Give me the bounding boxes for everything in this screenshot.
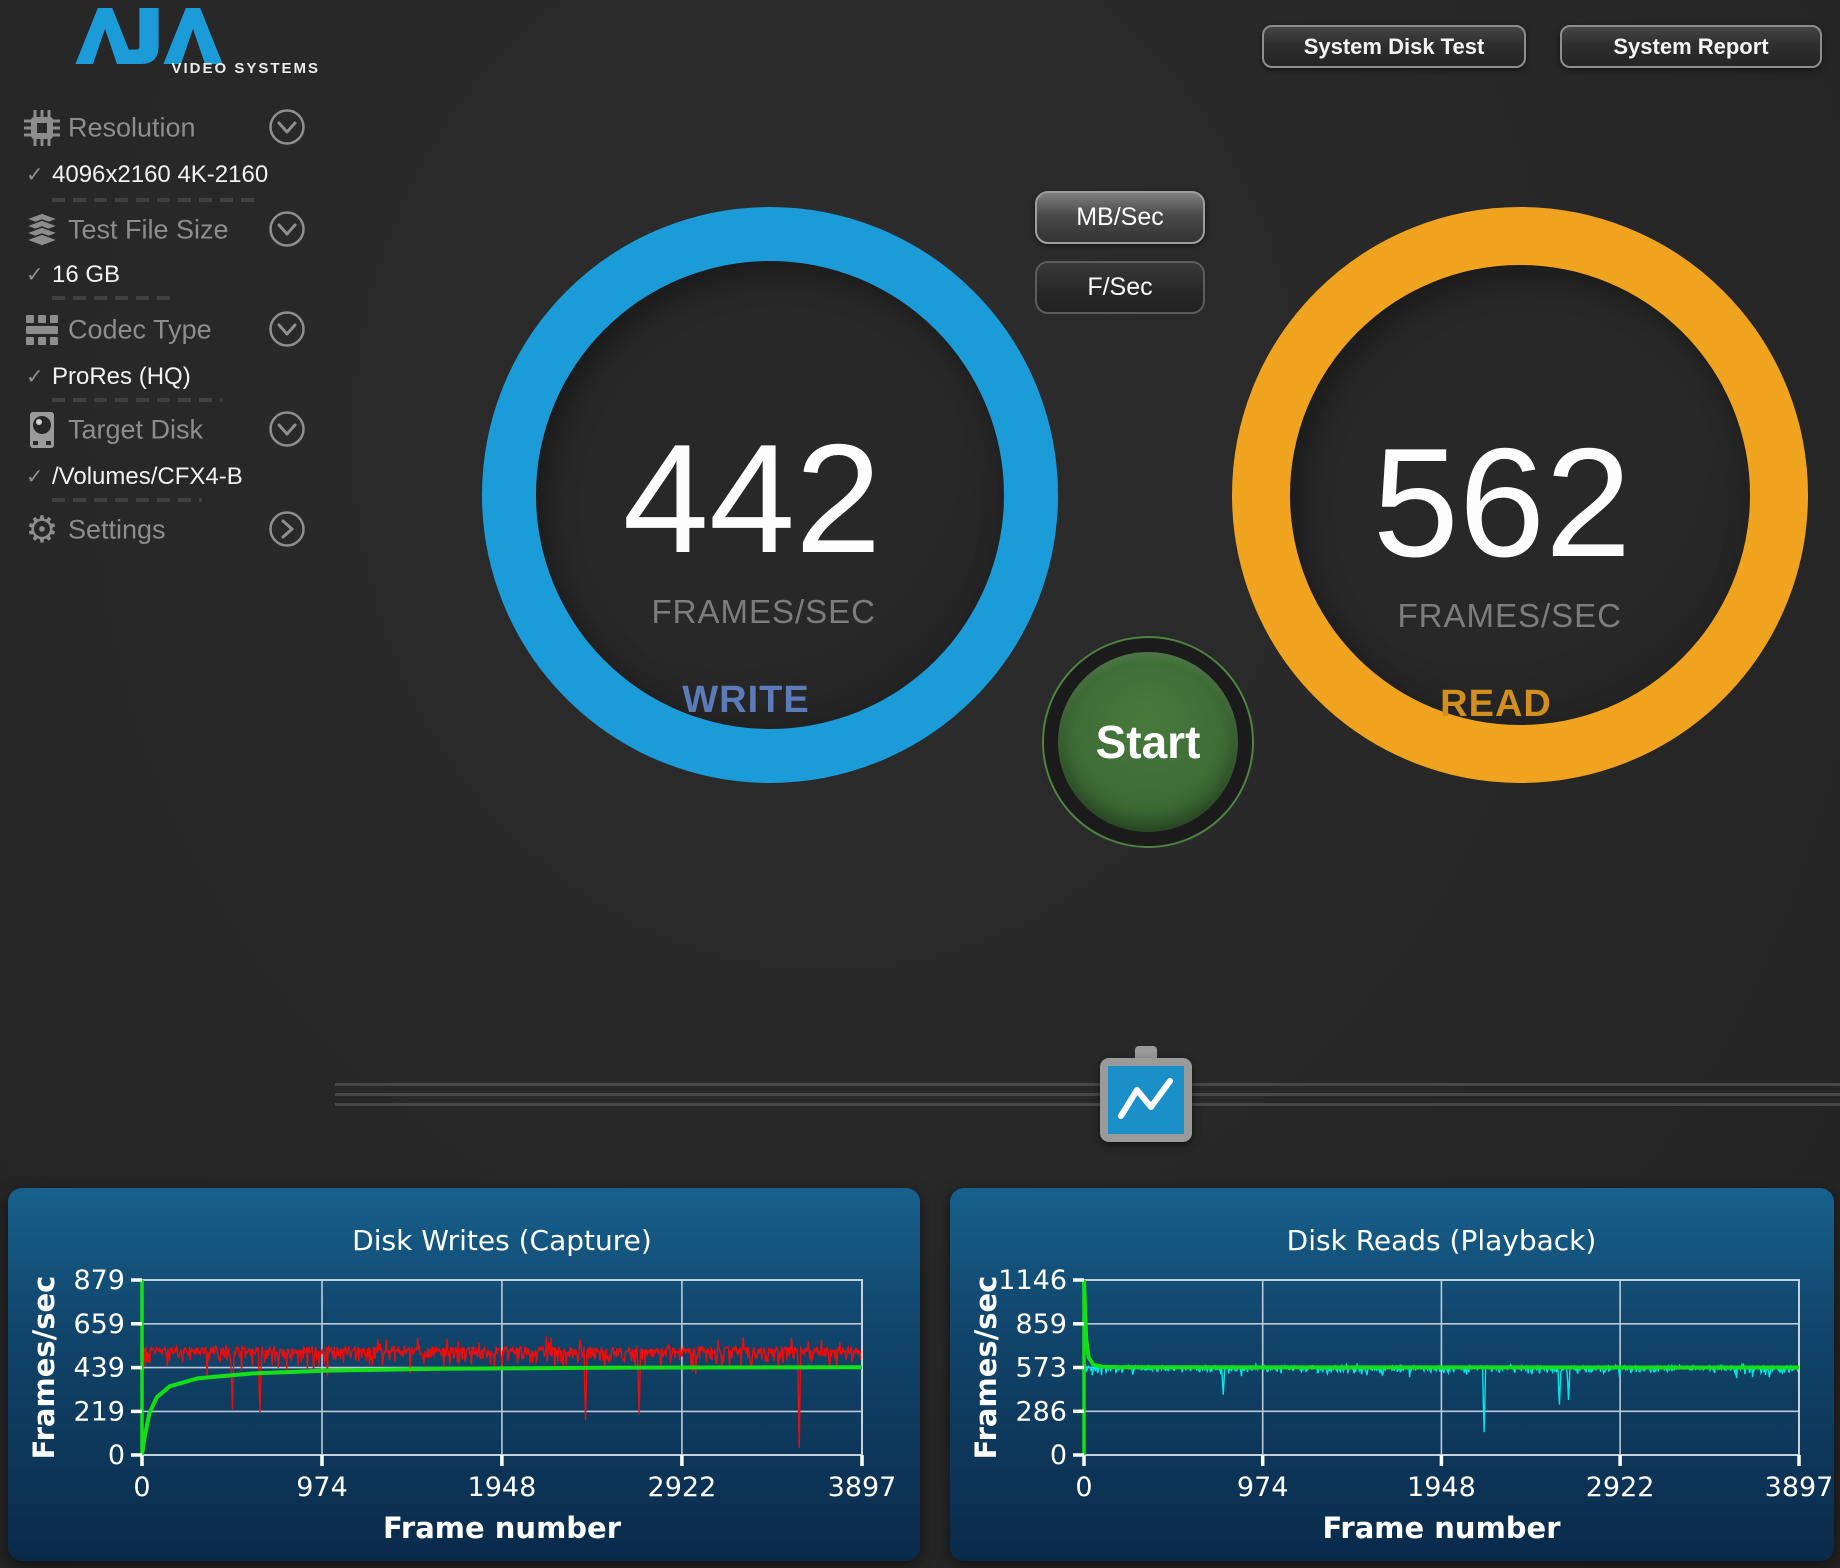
divider-line	[335, 1103, 1840, 1106]
codec-type-selected-value[interactable]: ✓ ProRes (HQ)	[0, 362, 330, 392]
sidebar-item-label: Target Disk	[68, 414, 204, 445]
write-speed-gauge: 442 FRAMES/SEC WRITE	[482, 207, 1058, 783]
disk-writes-chart: 0 219 439 659 879 0 974 1948 2922 3897 Disk Writes…	[27, 1224, 897, 1545]
logo-tagline: VIDEO SYSTEMS	[171, 60, 320, 77]
sidebar-item-label: Codec Type	[68, 314, 212, 345]
system-report-button[interactable]: System Report	[1560, 25, 1822, 68]
sidebar-item-label: Test File Size	[68, 214, 229, 245]
x-tick-label: 1948	[468, 1472, 537, 1503]
check-icon: ✓	[26, 163, 44, 187]
check-icon: ✓	[26, 465, 44, 489]
divider-line	[335, 1083, 1840, 1086]
x-tick-label: 1948	[1407, 1472, 1476, 1503]
aja-logo	[75, 8, 223, 64]
gear-icon: ⚙	[25, 509, 59, 550]
target-disk-value-text: /Volumes/CFX4-B	[52, 463, 243, 490]
read-speed-gauge: 562 FRAMES/SEC READ	[1232, 207, 1808, 783]
chevron-down-icon[interactable]	[268, 108, 306, 146]
y-axis-label: Frames/sec	[27, 1276, 61, 1460]
disk-reads-chart: 0 286 573 859 1146 0 974 1948 2922 3897 Disk Reads…	[969, 1224, 1834, 1545]
ghost-option-row	[52, 296, 172, 300]
start-button[interactable]: Start	[1042, 636, 1254, 848]
resolution-selected-value[interactable]: ✓ 4096x2160 4K-2160	[0, 160, 330, 190]
chart-panel-toggle-button[interactable]	[1100, 1058, 1192, 1142]
check-icon: ✓	[26, 365, 44, 389]
x-tick-label: 0	[1075, 1472, 1092, 1503]
x-tick-label: 0	[133, 1472, 150, 1503]
check-icon: ✓	[26, 263, 44, 287]
sidebar-item-label: Settings	[68, 514, 166, 545]
x-tick-label: 974	[1237, 1472, 1289, 1503]
resolution-value-text: 4096x2160 4K-2160	[52, 161, 269, 188]
chip-icon	[24, 110, 60, 146]
y-tick-label: 859	[1015, 1309, 1067, 1340]
y-tick-label: 0	[108, 1440, 125, 1471]
y-tick-label: 659	[73, 1309, 125, 1340]
write-speed-value: 442	[622, 412, 882, 585]
codec-type-value-text: ProRes (HQ)	[52, 363, 191, 390]
chevron-down-icon[interactable]	[268, 410, 306, 448]
y-tick-label: 219	[73, 1396, 125, 1427]
trend-chart-icon	[1108, 1066, 1184, 1134]
chevron-down-icon[interactable]	[268, 210, 306, 248]
instantaneous-write-rate	[141, 1336, 863, 1449]
write-gauge-face: 442 FRAMES/SEC WRITE	[536, 261, 1004, 729]
test-file-size-value-text: 16 GB	[52, 261, 121, 288]
y-tick-label: 1146	[998, 1265, 1067, 1296]
x-tick-label: 2922	[1586, 1472, 1655, 1503]
y-tick-label: 439	[73, 1353, 125, 1384]
ghost-option-row	[52, 498, 202, 502]
sidebar-item-target-disk[interactable]: Target Disk	[0, 408, 330, 452]
sidebar-item-resolution[interactable]: Resolution	[0, 106, 330, 150]
running-average-write	[140, 1365, 863, 1455]
running-average-read	[1082, 1279, 1800, 1370]
y-tick-label: 879	[73, 1265, 125, 1296]
f-sec-button[interactable]: F/Sec	[1035, 261, 1205, 314]
read-speed-unit: FRAMES/SEC	[1397, 597, 1622, 634]
chart-title: Disk Writes (Capture)	[352, 1224, 652, 1257]
layers-icon	[23, 212, 61, 247]
disk-icon	[30, 412, 54, 448]
y-tick-label: 573	[1015, 1353, 1067, 1384]
chevron-right-icon[interactable]	[268, 510, 306, 548]
ghost-option-row	[52, 198, 257, 202]
ghost-option-row	[52, 398, 222, 402]
system-disk-test-button[interactable]: System Disk Test	[1262, 25, 1526, 68]
write-speed-unit: FRAMES/SEC	[651, 593, 876, 630]
x-tick-label: 3897	[1765, 1472, 1834, 1503]
sidebar-item-label: Resolution	[68, 112, 196, 143]
x-tick-label: 3897	[828, 1472, 897, 1503]
disk-reads-panel: 0 286 573 859 1146 0 974 1948 2922 3897 Disk Reads…	[950, 1188, 1834, 1561]
write-gauge-label: WRITE	[682, 679, 810, 721]
mb-sec-button[interactable]: MB/Sec	[1035, 191, 1205, 244]
x-axis-label: Frame number	[383, 1511, 622, 1545]
chart-title: Disk Reads (Playback)	[1287, 1224, 1597, 1257]
x-axis-label: Frame number	[1322, 1511, 1561, 1545]
sidebar-item-codec-type[interactable]: Codec Type	[0, 308, 330, 352]
sidebar-item-test-file-size[interactable]: Test File Size	[0, 208, 330, 252]
test-file-size-selected-value[interactable]: ✓ 16 GB	[0, 260, 330, 290]
y-tick-label: 0	[1050, 1440, 1067, 1471]
codec-grid-icon	[26, 315, 58, 345]
x-tick-label: 2922	[648, 1472, 717, 1503]
disk-writes-panel: 0 219 439 659 879 0 974 1948 2922 3897 Disk Writes…	[8, 1188, 920, 1561]
read-gauge-label: READ	[1440, 683, 1552, 725]
sidebar-item-settings[interactable]: ⚙ Settings	[0, 508, 330, 552]
x-tick-label: 974	[296, 1472, 348, 1503]
target-disk-selected-value[interactable]: ✓ /Volumes/CFX4-B	[0, 462, 330, 492]
read-gauge-face: 562 FRAMES/SEC READ	[1290, 265, 1750, 725]
divider-line	[335, 1093, 1840, 1096]
chevron-down-icon[interactable]	[268, 310, 306, 348]
start-button-face[interactable]: Start	[1058, 652, 1238, 832]
y-axis-label: Frames/sec	[969, 1276, 1003, 1460]
y-tick-label: 286	[1015, 1396, 1067, 1427]
read-speed-value: 562	[1372, 416, 1632, 589]
